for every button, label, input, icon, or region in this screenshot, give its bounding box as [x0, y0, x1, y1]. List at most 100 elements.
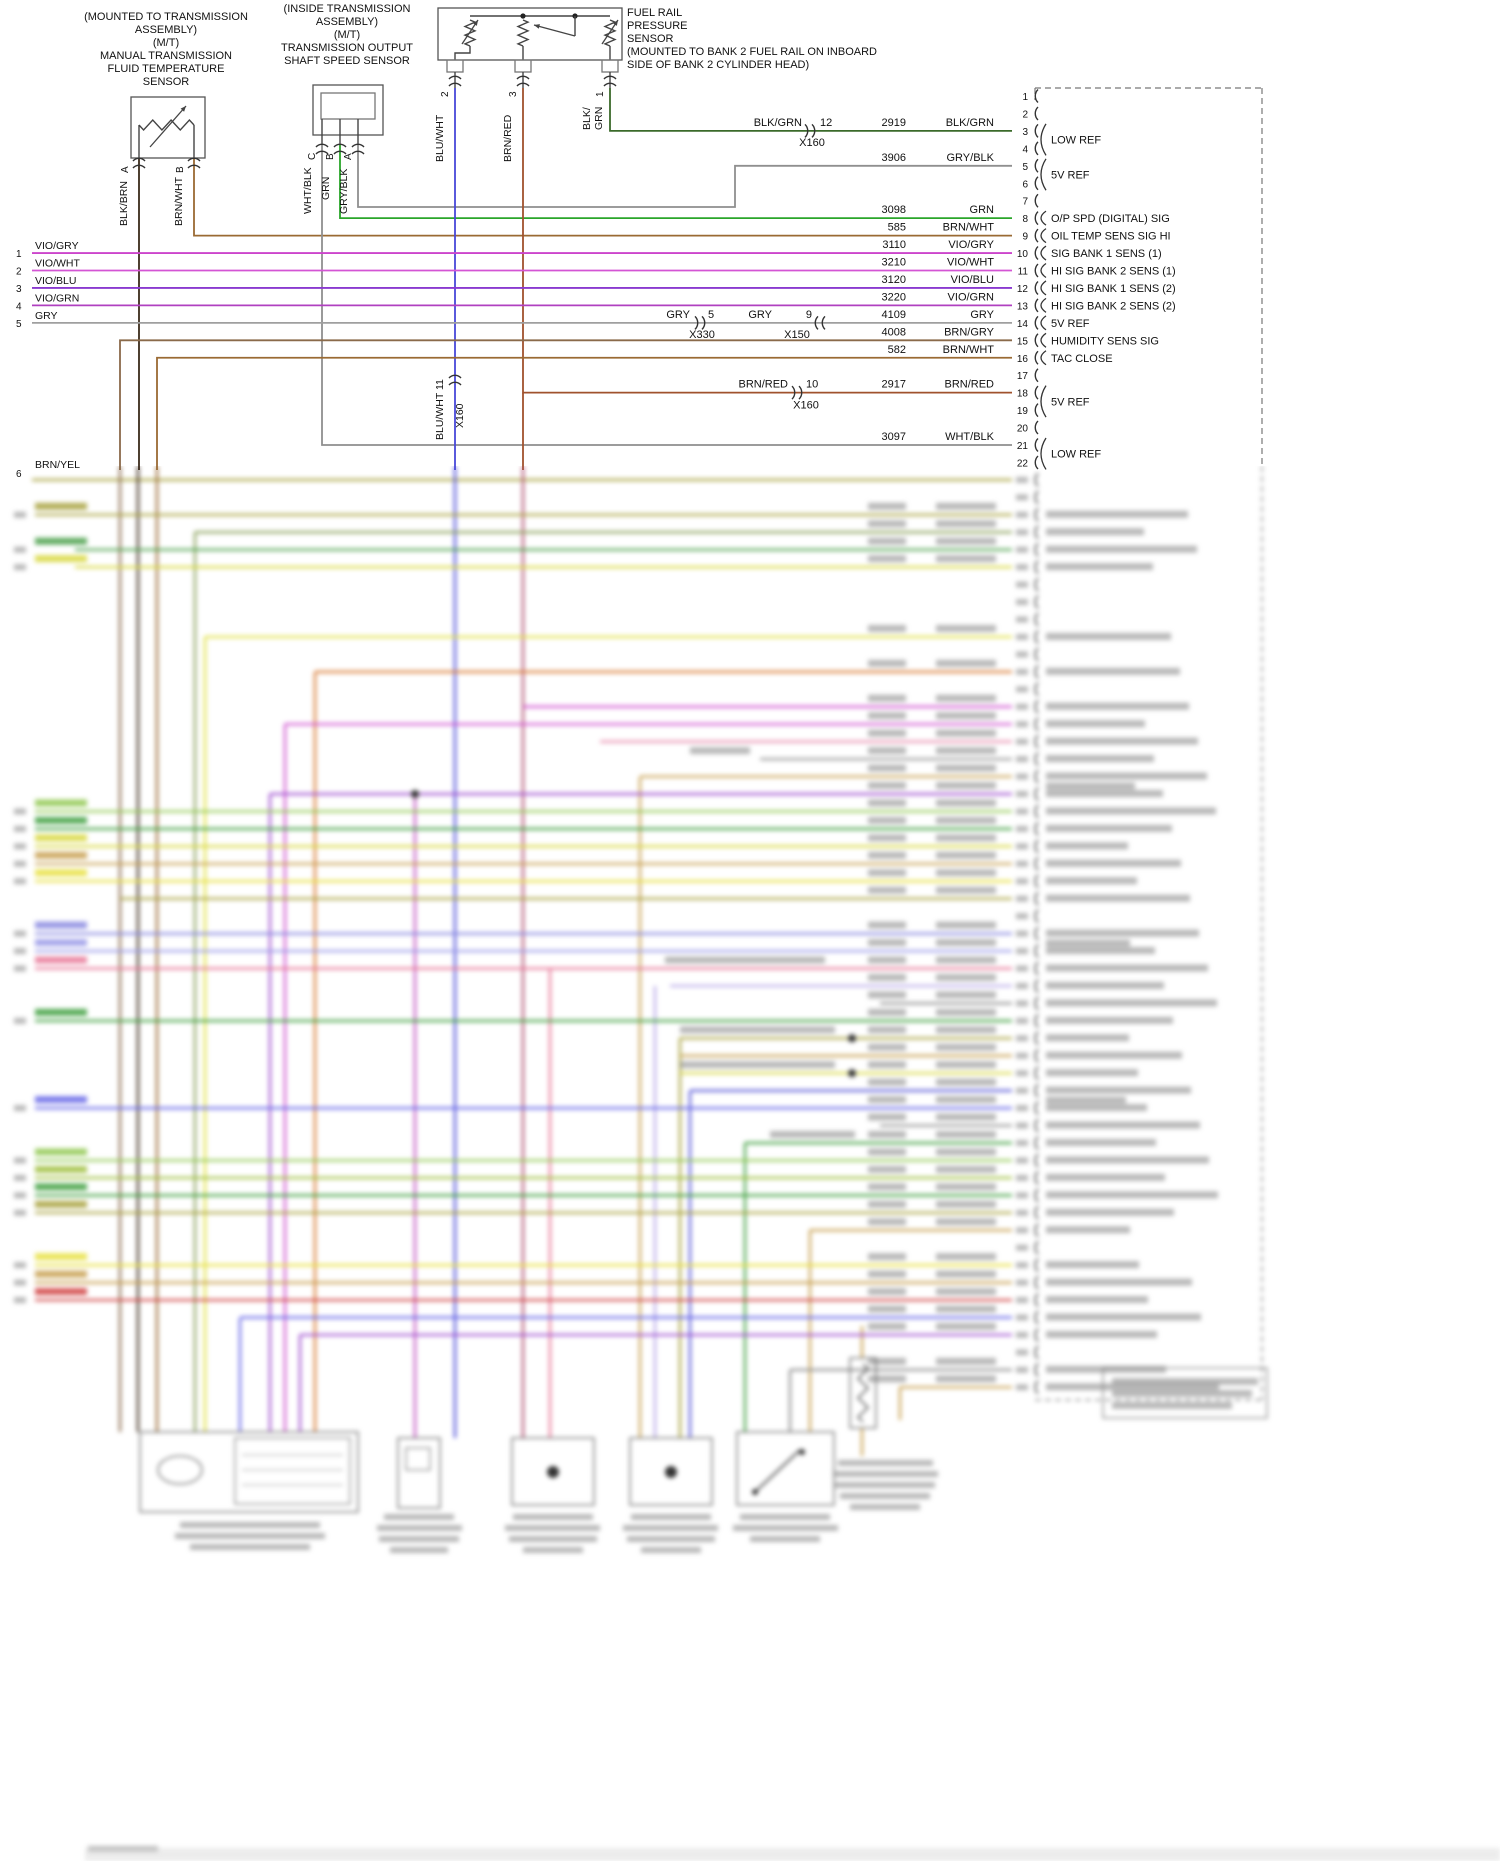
offpage-row-number: 1 — [16, 249, 22, 260]
blurred-text-bar — [1046, 842, 1128, 850]
blurred-text-bar — [1046, 790, 1163, 797]
pin-number: 15 — [1017, 336, 1029, 347]
connector-pin-bracket — [1034, 891, 1039, 906]
blurred-text-bar — [1046, 1104, 1147, 1112]
component-caption: TRANSMISSION OUTPUT — [281, 42, 413, 54]
connector-pin-bracket — [1034, 1083, 1039, 1098]
terminal — [446, 59, 464, 73]
connector-pin-bracket — [1034, 228, 1039, 243]
blurred-text-bar — [1046, 877, 1137, 885]
pin-number: 17 — [1017, 371, 1029, 382]
splice-id: X150 — [784, 329, 810, 341]
blurred-text-bar — [1016, 668, 1028, 675]
blurred-text-bar — [1016, 616, 1028, 623]
blurred-text-bar — [35, 851, 87, 859]
blurred-text-bar — [868, 1148, 906, 1156]
connector-pin-bracket — [1034, 141, 1039, 156]
pin-letter: A — [343, 153, 354, 160]
wire-color-label: BRN/RED — [944, 379, 994, 391]
junction-dot — [799, 1449, 805, 1455]
inline-connector — [448, 82, 462, 87]
signal-label: 5V REF — [1051, 396, 1090, 408]
blurred-text-bar — [936, 834, 996, 842]
pin-number: 19 — [1017, 406, 1029, 417]
pin-letter: C — [307, 153, 318, 160]
inline-connector — [448, 374, 462, 379]
signal-brace — [1040, 245, 1047, 261]
blurred-text-bar — [1016, 1000, 1028, 1007]
connector-pin-bracket — [1034, 577, 1039, 592]
blurred-text-bar — [868, 1270, 906, 1278]
blurred-text-bar — [1046, 1086, 1191, 1094]
connector-pin-bracket — [1034, 752, 1039, 767]
blurred-text-bar — [1016, 1017, 1028, 1024]
blurred-text-bar — [936, 659, 996, 667]
blurred-text-bar — [1016, 633, 1028, 640]
blurred-text-bar — [936, 1148, 996, 1156]
blurred-text-bar — [523, 1547, 583, 1553]
signal-label: OIL TEMP SENS SIG HI — [1051, 231, 1171, 243]
sensor-inner — [320, 92, 376, 120]
blurred-text-bar — [14, 1297, 26, 1304]
blurred-text-bar — [14, 965, 26, 972]
blurred-text-bar — [390, 1547, 448, 1553]
connector-pin-bracket — [1034, 1013, 1039, 1028]
blurred-text-bar — [1046, 1191, 1218, 1199]
blurred-text-bar — [1016, 1209, 1028, 1216]
blurred-text-bar — [1016, 1297, 1028, 1304]
connector-pin-bracket — [1034, 333, 1039, 348]
blurred-text-bar — [1112, 1378, 1258, 1385]
inline-connector — [187, 164, 201, 169]
wire-color-label: GRN — [593, 107, 605, 130]
pin-number: 6 — [1022, 179, 1028, 190]
blurred-text-bar — [936, 1061, 996, 1069]
blurred-text-bar — [770, 1131, 855, 1138]
blurred-text-bar — [936, 747, 996, 755]
connector-pin-bracket — [1034, 699, 1039, 714]
connector-pin-bracket — [1034, 542, 1039, 557]
wire-color-label: GRN — [970, 204, 995, 216]
blurred-text-bar — [936, 1218, 996, 1226]
sensor-box — [312, 84, 384, 136]
blurred-text-bar — [1046, 545, 1197, 553]
blurred-text-bar — [936, 520, 996, 528]
inline-connector — [351, 143, 365, 148]
blurred-text-bar — [936, 1357, 996, 1365]
blurred-text-bar — [1016, 1227, 1028, 1234]
connector-pin-bracket — [1034, 298, 1039, 313]
splice-id: X330 — [689, 329, 715, 341]
blurred-text-bar — [868, 712, 906, 720]
connector-pin-bracket — [1034, 438, 1039, 452]
blurred-text-bar — [1016, 721, 1028, 728]
blurred-text-bar — [14, 546, 26, 553]
connector-pin-bracket — [821, 315, 826, 330]
connector-pin-bracket — [1034, 176, 1039, 191]
blurred-text-bar — [936, 1183, 996, 1191]
blurred-text-bar — [868, 1008, 906, 1016]
blurred-text-bar — [868, 1322, 906, 1330]
component-inner — [405, 1447, 431, 1471]
blurred-text-bar — [14, 564, 26, 571]
circuit-number: 582 — [888, 344, 906, 356]
resistor-symbol — [516, 19, 530, 47]
connector-pin-bracket — [1034, 787, 1039, 801]
pin-number: 3 — [508, 91, 519, 97]
junction-dot — [572, 13, 578, 19]
blurred-text-bar — [936, 1026, 996, 1034]
connector-pin-bracket — [1034, 664, 1039, 679]
blurred-text-bar — [1112, 1402, 1232, 1409]
blurred-text-bar — [1016, 773, 1028, 780]
blurred-text-bar — [936, 1131, 996, 1138]
blurred-text-bar — [35, 1165, 87, 1173]
blurred-text-bar — [936, 502, 996, 510]
junction-dot — [848, 1034, 856, 1043]
blurred-text-bar — [868, 816, 906, 824]
offpage-row-number: 6 — [16, 469, 22, 480]
blurred-text-bar — [14, 1105, 26, 1112]
blurred-text-bar — [1046, 1313, 1201, 1321]
blurred-text-bar — [1046, 782, 1135, 790]
blurred-text-bar — [1016, 1244, 1028, 1251]
blurred-text-bar — [627, 1536, 715, 1542]
blurred-text-bar — [1046, 1051, 1182, 1059]
blurred-text-bar — [936, 991, 996, 999]
